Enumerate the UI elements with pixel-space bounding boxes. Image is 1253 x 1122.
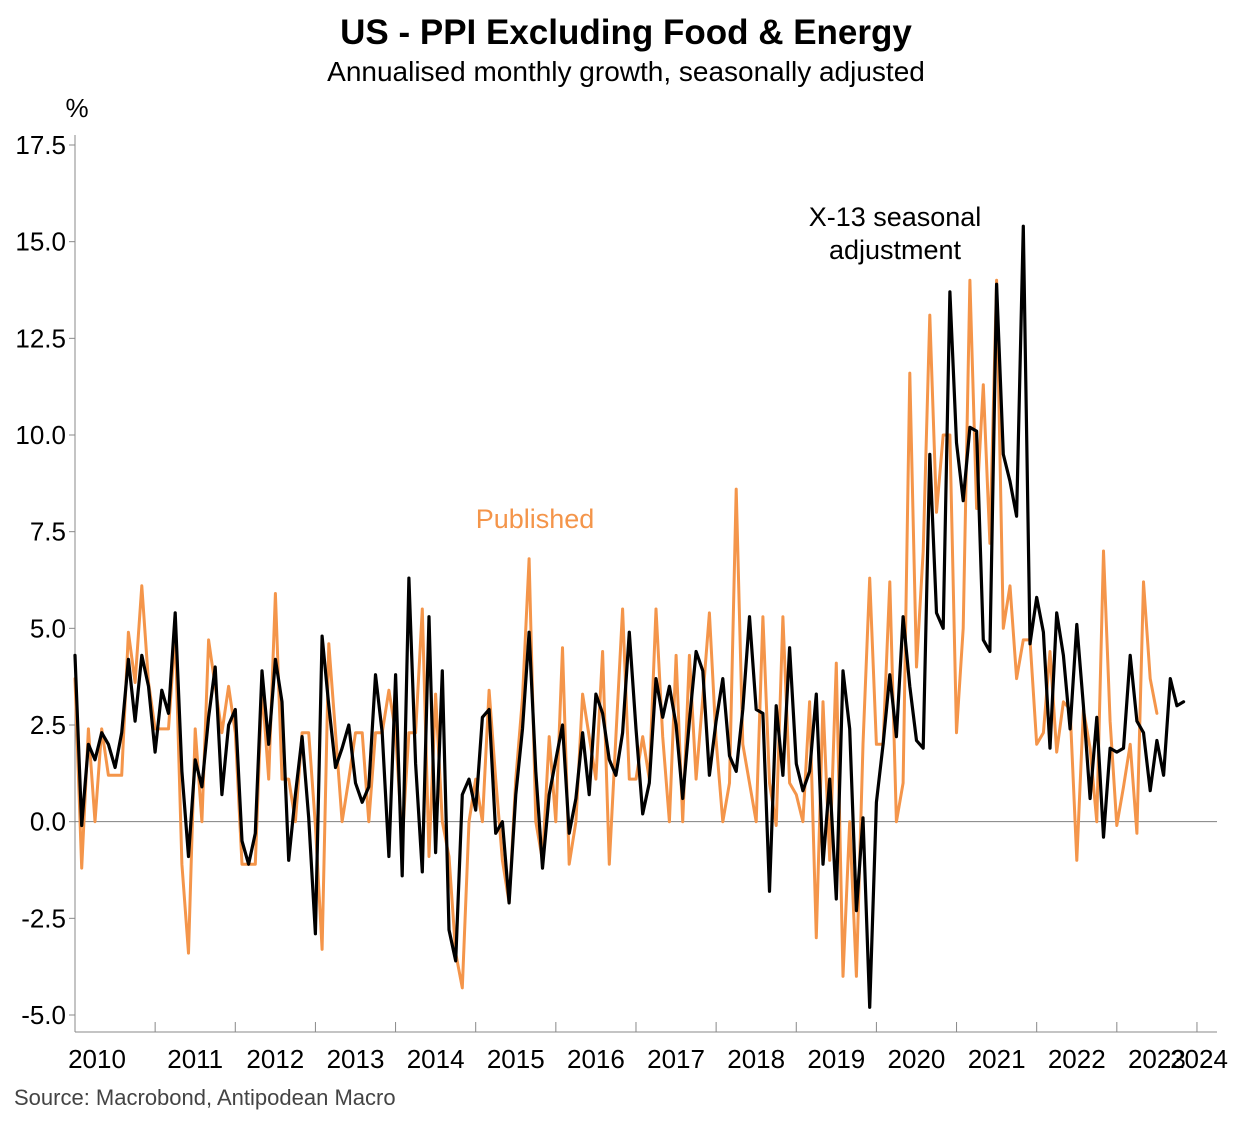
y-tick-label: 0.0 (30, 807, 66, 837)
x-tick-label: 2010 (68, 1044, 126, 1074)
y-tick-label: 5.0 (30, 613, 66, 643)
x-tick-label: 2019 (807, 1044, 865, 1074)
x-tick-label: 2014 (407, 1044, 465, 1074)
x-tick-label: 2016 (567, 1044, 625, 1074)
x-tick-label: 2024 (1170, 1044, 1228, 1074)
y-tick-label: -5.0 (21, 1000, 66, 1030)
y-tick-label: -2.5 (21, 903, 66, 933)
annotation-x13-line2: adjustment (829, 235, 962, 265)
y-tick-label: 7.5 (30, 517, 66, 547)
y-axis-unit-label: % (65, 93, 88, 123)
x-tick-label: 2021 (968, 1044, 1026, 1074)
x-tick-label: 2017 (647, 1044, 705, 1074)
y-tick-label: 10.0 (15, 420, 66, 450)
series-line-x13 (73, 224, 1186, 1009)
axes: -5.0 -2.5 0.0 2.5 5.0 7.5 10.0 12.5 15.0 17.5 2010… (15, 130, 1228, 1074)
series-line-published (73, 278, 1159, 990)
x-tick-label: 2023 (1128, 1044, 1186, 1074)
annotation-x13-line1: X-13 seasonal (809, 202, 982, 232)
x-tick-label: 2011 (167, 1044, 223, 1074)
annotation-published: Published (476, 504, 595, 534)
chart-title: US - PPI Excluding Food & Energy (340, 13, 912, 52)
chart-subtitle: Annualised monthly growth, seasonally ad… (327, 56, 925, 87)
x-tick-label: 2013 (327, 1044, 385, 1074)
source-note: Source: Macrobond, Antipodean Macro (14, 1085, 396, 1110)
x-tick-label: 2018 (727, 1044, 785, 1074)
y-tick-label: 12.5 (15, 323, 66, 353)
x-tick-label: 2012 (246, 1044, 304, 1074)
series-lines (73, 224, 1186, 1009)
y-tick-label: 17.5 (15, 130, 66, 160)
x-tick-label: 2022 (1048, 1044, 1106, 1074)
x-tick-label: 2020 (888, 1044, 946, 1074)
y-tick-label: 2.5 (30, 710, 66, 740)
y-tick-label: 15.0 (15, 227, 66, 257)
x-tick-label: 2015 (487, 1044, 545, 1074)
